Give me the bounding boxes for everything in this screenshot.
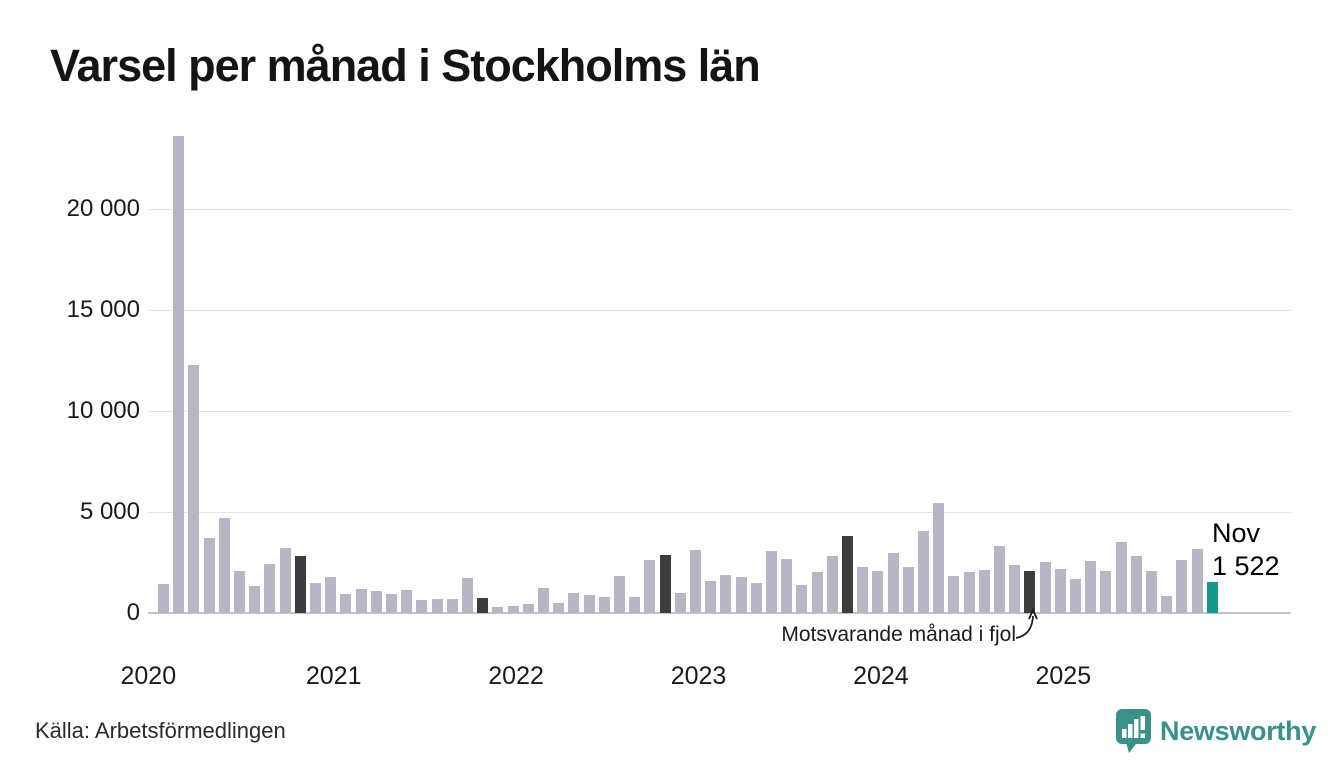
bar	[811, 572, 823, 613]
bar	[933, 503, 945, 613]
bar	[462, 578, 473, 613]
bar-same-month-last-year	[477, 597, 489, 613]
bar	[431, 599, 443, 613]
bar	[218, 518, 230, 613]
newsworthy-logo-text: Newsworthy	[1160, 715, 1317, 746]
x-axis-year-label: 2023	[670, 662, 727, 690]
bar	[644, 559, 656, 613]
bar	[522, 603, 534, 613]
bar	[902, 566, 914, 613]
bar	[1130, 556, 1142, 613]
x-axis-year-label: 2025	[1035, 662, 1092, 690]
bar	[446, 599, 458, 613]
bar	[1070, 578, 1081, 613]
bar	[1085, 561, 1097, 613]
bar	[735, 576, 747, 613]
latest-month-value: 1 522	[1212, 550, 1280, 581]
bar	[857, 566, 869, 613]
bar	[826, 555, 838, 613]
bar	[614, 575, 625, 613]
bar	[264, 563, 276, 613]
bar	[1146, 570, 1157, 613]
bar	[355, 588, 367, 613]
chart-title: Varsel per månad i Stockholms län	[50, 40, 761, 91]
bar-same-month-last-year	[294, 556, 306, 613]
bar	[553, 602, 565, 613]
x-axis-year-label: 2022	[488, 662, 544, 690]
annotation-label: Motsvarande månad i fjol	[781, 623, 1016, 646]
bar	[994, 545, 1005, 613]
bar	[781, 559, 793, 613]
source-label: Källa: Arbetsförmedlingen	[35, 718, 286, 743]
bar	[705, 580, 717, 613]
bar	[1115, 542, 1127, 613]
bar	[948, 575, 960, 613]
bar	[629, 596, 641, 613]
bar	[872, 570, 884, 613]
bar	[234, 570, 245, 613]
bar	[766, 551, 777, 613]
bar	[340, 593, 352, 613]
bar	[750, 582, 762, 613]
newsworthy-logo-icon	[1116, 709, 1151, 753]
bar	[674, 593, 686, 613]
bar	[690, 550, 701, 613]
x-axis-year-label: 2020	[120, 662, 177, 690]
bar	[325, 577, 337, 613]
bar	[279, 548, 291, 613]
bar	[416, 599, 428, 613]
gridline	[148, 512, 1291, 513]
bar-same-month-last-year	[842, 536, 853, 613]
latest-month-label: Nov	[1212, 518, 1261, 548]
x-axis-line	[148, 612, 1291, 614]
bar	[507, 605, 519, 613]
bar	[1054, 568, 1066, 613]
bar	[1039, 562, 1051, 613]
bar	[1191, 549, 1203, 613]
bar-same-month-last-year	[659, 554, 671, 613]
bar	[188, 364, 200, 613]
bar-current-month	[1206, 582, 1218, 613]
x-axis-year-label: 2024	[853, 662, 909, 690]
bar	[401, 589, 413, 613]
bar	[568, 593, 580, 613]
gridline	[148, 310, 1291, 311]
bar	[249, 585, 261, 613]
annotation-arrow-icon	[1015, 607, 1038, 639]
bar	[1009, 565, 1021, 613]
bar	[1161, 595, 1173, 613]
y-axis-tick-label: 0	[126, 599, 140, 626]
bar	[1100, 570, 1112, 613]
gridline	[148, 411, 1291, 412]
bar	[887, 552, 899, 613]
bar	[203, 538, 215, 613]
bar	[492, 606, 504, 613]
bar	[310, 582, 321, 613]
bar	[386, 594, 397, 613]
bar	[538, 588, 549, 613]
bar	[598, 597, 610, 613]
bar	[1176, 560, 1188, 613]
y-axis-tick-label: 20 000	[66, 195, 140, 222]
y-axis-tick-label: 10 000	[66, 397, 140, 424]
y-axis-tick-label: 15 000	[66, 296, 140, 323]
y-axis-tick-label: 5 000	[79, 498, 140, 525]
x-axis-year-label: 2021	[305, 662, 362, 690]
bar	[370, 590, 382, 613]
newsworthy-logo: Newsworthy	[1114, 708, 1316, 754]
bar	[978, 569, 990, 613]
bar	[720, 574, 732, 613]
bar	[173, 136, 185, 613]
bar	[796, 584, 808, 613]
bar	[158, 583, 169, 613]
gridline	[148, 209, 1291, 210]
bar	[583, 595, 595, 613]
bar	[918, 530, 929, 613]
bar-same-month-last-year	[1024, 570, 1036, 613]
bar	[963, 571, 975, 613]
latest-value-label: Nov 1 522	[1212, 517, 1280, 583]
